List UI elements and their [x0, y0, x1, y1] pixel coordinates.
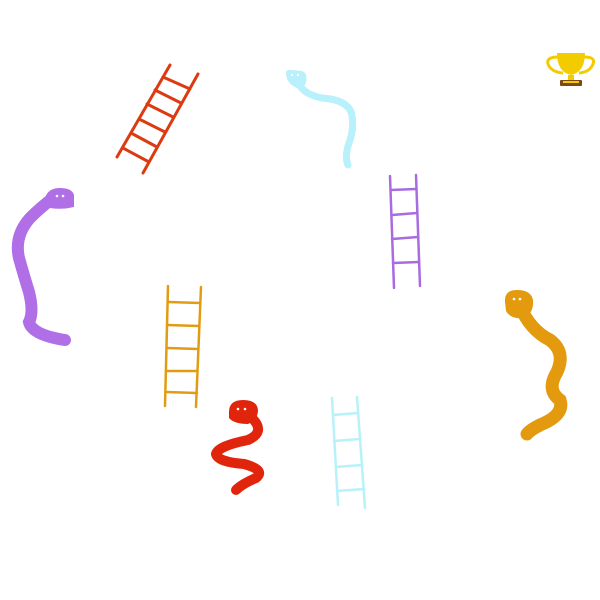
snake-orange: [504, 290, 568, 441]
snake-red: [210, 400, 264, 495]
ladder-purple: [388, 173, 422, 290]
snake-light-blue: [285, 69, 357, 169]
ladder-light-blue: [330, 395, 367, 510]
snake-purple: [11, 188, 74, 346]
trophy-icon: [546, 53, 596, 86]
ladder-red: [115, 63, 200, 175]
ladder-orange: [163, 284, 203, 409]
